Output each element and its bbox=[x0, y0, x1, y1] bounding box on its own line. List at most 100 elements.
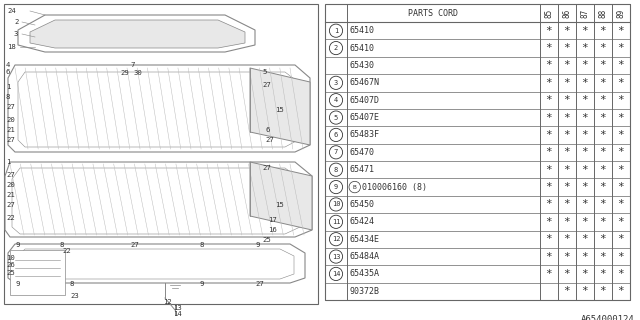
Text: 27: 27 bbox=[130, 242, 139, 248]
Text: 27: 27 bbox=[6, 172, 15, 178]
Text: *: * bbox=[600, 252, 606, 261]
Text: *: * bbox=[618, 147, 625, 157]
Text: 5: 5 bbox=[334, 115, 338, 121]
Text: 14: 14 bbox=[173, 311, 182, 317]
Text: 27: 27 bbox=[262, 82, 271, 88]
Text: 65471: 65471 bbox=[350, 165, 375, 174]
Text: 22: 22 bbox=[62, 248, 71, 254]
Text: 22: 22 bbox=[6, 215, 15, 221]
Text: *: * bbox=[600, 147, 606, 157]
Text: 7: 7 bbox=[130, 62, 134, 68]
Text: *: * bbox=[618, 26, 625, 36]
Text: *: * bbox=[564, 95, 570, 105]
Text: *: * bbox=[564, 217, 570, 227]
Text: 6: 6 bbox=[334, 132, 338, 138]
Text: *: * bbox=[546, 269, 552, 279]
Text: *: * bbox=[618, 130, 625, 140]
Text: A654000124: A654000124 bbox=[581, 315, 635, 320]
Text: 10: 10 bbox=[6, 255, 15, 261]
Text: 65470: 65470 bbox=[350, 148, 375, 157]
Text: 18: 18 bbox=[7, 44, 16, 50]
Text: *: * bbox=[546, 43, 552, 53]
Text: *: * bbox=[564, 269, 570, 279]
Text: *: * bbox=[600, 95, 606, 105]
Text: *: * bbox=[546, 60, 552, 70]
Text: 9: 9 bbox=[334, 184, 338, 190]
Text: *: * bbox=[546, 217, 552, 227]
Text: *: * bbox=[546, 78, 552, 88]
Text: 1: 1 bbox=[6, 84, 10, 90]
Text: 65450: 65450 bbox=[350, 200, 375, 209]
Text: 27: 27 bbox=[262, 165, 271, 171]
Text: 8: 8 bbox=[60, 242, 65, 248]
Text: 23: 23 bbox=[70, 293, 79, 299]
Text: *: * bbox=[600, 199, 606, 209]
Text: *: * bbox=[564, 130, 570, 140]
Text: PARTS CORD: PARTS CORD bbox=[408, 9, 458, 18]
Text: 65407E: 65407E bbox=[350, 113, 380, 122]
Text: 26: 26 bbox=[6, 262, 15, 268]
Text: *: * bbox=[600, 43, 606, 53]
Text: *: * bbox=[618, 252, 625, 261]
Text: *: * bbox=[618, 182, 625, 192]
Text: *: * bbox=[600, 113, 606, 123]
Text: 4: 4 bbox=[6, 62, 10, 68]
Text: *: * bbox=[618, 217, 625, 227]
Text: *: * bbox=[600, 286, 606, 296]
Text: *: * bbox=[582, 78, 588, 88]
Text: *: * bbox=[582, 43, 588, 53]
Text: *: * bbox=[564, 182, 570, 192]
Text: *: * bbox=[618, 95, 625, 105]
Text: *: * bbox=[618, 60, 625, 70]
Text: *: * bbox=[546, 165, 552, 175]
Text: 010006160 (8): 010006160 (8) bbox=[362, 183, 428, 192]
Text: 87: 87 bbox=[580, 8, 589, 18]
Text: *: * bbox=[564, 234, 570, 244]
Text: *: * bbox=[564, 199, 570, 209]
Text: *: * bbox=[600, 234, 606, 244]
Text: *: * bbox=[600, 217, 606, 227]
Text: *: * bbox=[582, 165, 588, 175]
Text: 6: 6 bbox=[6, 69, 10, 75]
Text: 30: 30 bbox=[133, 70, 141, 76]
Text: 27: 27 bbox=[6, 202, 15, 208]
Polygon shape bbox=[250, 68, 310, 145]
Text: *: * bbox=[582, 269, 588, 279]
Text: *: * bbox=[564, 43, 570, 53]
Text: 9: 9 bbox=[255, 242, 259, 248]
Text: 65430: 65430 bbox=[350, 61, 375, 70]
Text: *: * bbox=[546, 26, 552, 36]
Text: *: * bbox=[564, 286, 570, 296]
Text: 65410: 65410 bbox=[350, 26, 375, 35]
Text: 21: 21 bbox=[6, 127, 15, 133]
Text: 8: 8 bbox=[334, 167, 338, 173]
Text: 65483F: 65483F bbox=[350, 131, 380, 140]
Text: *: * bbox=[600, 130, 606, 140]
Text: 24: 24 bbox=[7, 8, 16, 14]
Polygon shape bbox=[250, 162, 312, 230]
Text: 11: 11 bbox=[332, 219, 340, 225]
Text: *: * bbox=[564, 252, 570, 261]
Text: *: * bbox=[546, 95, 552, 105]
Text: 13: 13 bbox=[173, 305, 182, 311]
Text: 17: 17 bbox=[268, 217, 276, 223]
Text: 27: 27 bbox=[265, 137, 274, 143]
Text: 85: 85 bbox=[545, 8, 554, 18]
Text: *: * bbox=[618, 269, 625, 279]
Text: 7: 7 bbox=[334, 149, 338, 155]
Text: 27: 27 bbox=[6, 137, 15, 143]
Text: *: * bbox=[618, 78, 625, 88]
Text: *: * bbox=[618, 165, 625, 175]
Text: 27: 27 bbox=[6, 104, 15, 110]
Text: 25: 25 bbox=[262, 237, 271, 243]
Text: *: * bbox=[582, 199, 588, 209]
Text: *: * bbox=[600, 26, 606, 36]
Text: 65434E: 65434E bbox=[350, 235, 380, 244]
Text: *: * bbox=[564, 113, 570, 123]
Text: *: * bbox=[564, 78, 570, 88]
Text: 9: 9 bbox=[15, 242, 19, 248]
Text: 3: 3 bbox=[334, 80, 338, 86]
Text: 2: 2 bbox=[14, 19, 19, 25]
Text: *: * bbox=[618, 43, 625, 53]
Text: *: * bbox=[564, 147, 570, 157]
